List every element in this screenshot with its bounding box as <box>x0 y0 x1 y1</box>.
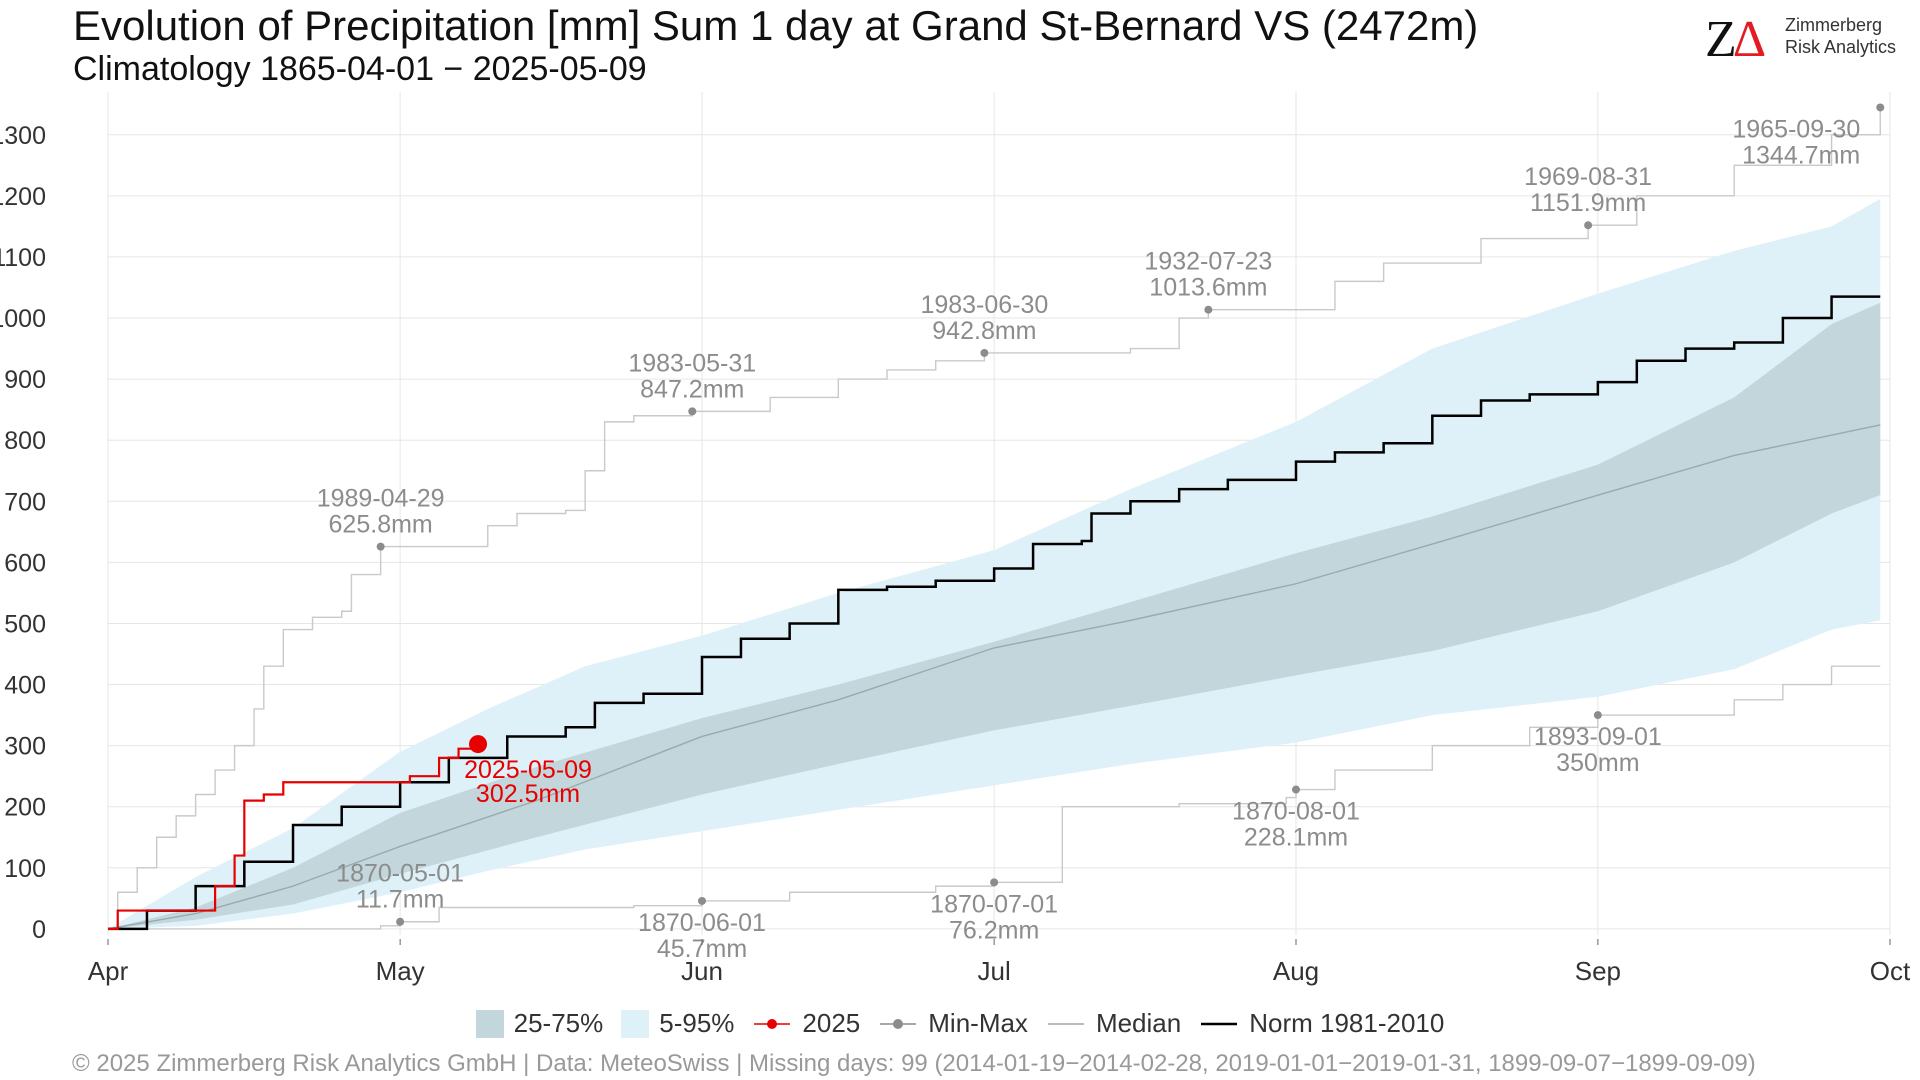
series-lines <box>107 107 1881 931</box>
annotation-value: 1151.9mm <box>1530 189 1646 217</box>
annotation-date: 1932-07-23 <box>1144 248 1272 276</box>
y-tick-label: 100 <box>4 855 46 883</box>
series-line-2025 <box>108 744 480 930</box>
annotation-date: 1969-08-31 <box>1524 163 1652 191</box>
x-tick-label: Aug <box>1273 956 1319 986</box>
logo-text: Zimmerberg Risk Analytics <box>1785 14 1896 58</box>
logo-mark: ZΔ <box>1705 11 1766 68</box>
legend-label: Norm 1981-2010 <box>1249 1008 1445 1038</box>
extreme-point <box>698 896 706 905</box>
y-tick-label: 900 <box>4 366 46 394</box>
extreme-point <box>980 348 989 357</box>
percentile-bands <box>108 198 1881 929</box>
extreme-point <box>376 542 385 551</box>
x-tick-label: Jul <box>978 956 1011 986</box>
band-5-95- <box>108 198 1881 929</box>
y-tick-label: 200 <box>4 794 46 822</box>
y-tick-label: 800 <box>4 427 46 455</box>
chart-subtitle: Climatology 1865-04-01 − 2025-05-09 <box>73 50 647 88</box>
annotation-date: 1989-04-29 <box>317 485 445 513</box>
legend-label: 25-75% <box>513 1008 604 1038</box>
x-tick-label: Oct <box>1870 956 1911 986</box>
axes: 0 100 200 300 400 500 600 700 800 900 1000 1100 1200… <box>0 122 1911 986</box>
legend-item: Median <box>1046 1008 1181 1039</box>
y-tick-label: 0 <box>32 916 46 944</box>
annotation-date: 2025-05-09 <box>464 756 592 784</box>
annotation-value: 847.2mm <box>640 375 744 403</box>
legend-swatch <box>880 1018 917 1029</box>
extreme-point <box>1876 103 1885 112</box>
extreme-point <box>1204 305 1213 314</box>
company-logo: ZΔ Zimmerberg Risk Analytics <box>1705 11 1905 68</box>
logo-line-2: Risk Analytics <box>1785 37 1897 57</box>
legend-swatch <box>754 1018 791 1029</box>
legend-label: Min-Max <box>928 1008 1028 1038</box>
logo-line-1: Zimmerberg <box>1785 15 1883 35</box>
legend-item: 5-95% <box>621 1008 734 1039</box>
annotation-date: 1870-06-01 <box>638 909 766 937</box>
x-tick-label: Apr <box>88 956 129 986</box>
series-line-max <box>108 107 1881 930</box>
annotation-value: 350mm <box>1556 749 1639 777</box>
x-tick-label: May <box>376 956 425 986</box>
extreme-point <box>396 917 405 926</box>
chart-title: Evolution of Precipitation [mm] Sum 1 da… <box>73 2 1479 49</box>
footer-credits: © 2025 Zimmerberg Risk Analytics GmbH | … <box>72 1050 1756 1077</box>
annotation-date: 1870-07-01 <box>930 890 1058 918</box>
legend-item: 2025 <box>752 1008 860 1039</box>
y-tick-label: 1300 <box>0 122 46 150</box>
y-tick-label: 1000 <box>0 305 46 333</box>
y-tick-label: 300 <box>4 733 46 761</box>
y-tick-label: 500 <box>4 610 46 638</box>
annotation-value: 942.8mm <box>932 317 1036 345</box>
annotation-date: 1983-06-30 <box>920 291 1048 319</box>
annotation-value: 1013.6mm <box>1149 274 1267 302</box>
annotation-value: 625.8mm <box>329 511 433 539</box>
annotation-date: 1893-09-01 <box>1534 723 1662 751</box>
extreme-point <box>688 407 697 416</box>
y-tick-label: 1200 <box>0 183 46 211</box>
legend-item: 25-75% <box>475 1008 604 1039</box>
current-value-point <box>469 735 488 754</box>
annotation-value: 228.1mm <box>1244 824 1348 852</box>
x-tick-label: Sep <box>1575 956 1621 986</box>
legend-label: 2025 <box>802 1008 861 1038</box>
series-line-median <box>107 424 1881 930</box>
y-tick-label: 1100 <box>0 244 46 272</box>
legend-label: Median <box>1095 1008 1182 1038</box>
legend-label: 5-95% <box>659 1008 735 1038</box>
x-tick-label: Jun <box>681 956 723 986</box>
annotation-value: 1344.7mm <box>1742 141 1860 169</box>
y-tick-label: 400 <box>4 672 46 700</box>
legend-item: Min-Max <box>878 1008 1028 1039</box>
extreme-point <box>990 878 999 887</box>
series-line-min <box>108 665 1881 930</box>
extreme-point <box>1584 221 1593 230</box>
legend-swatch <box>1047 1022 1084 1025</box>
annotation-value: 302.5mm <box>476 780 580 808</box>
annotation-date: 1965-09-30 <box>1732 115 1860 143</box>
y-tick-label: 600 <box>4 549 46 577</box>
extreme-point <box>1292 785 1300 794</box>
annotation-date: 1870-05-01 <box>336 860 464 888</box>
legend-swatch <box>621 1009 650 1038</box>
annotation-date: 1870-08-01 <box>1232 798 1360 826</box>
annotation-value: 11.7mm <box>356 886 444 914</box>
chart-legend: 25-75% 5-95% 2025 Min-Max Median Norm 1981-20… <box>0 1008 1920 1039</box>
legend-item: Norm 1981-2010 <box>1199 1008 1444 1039</box>
legend-swatch <box>475 1009 504 1038</box>
legend-swatch <box>1201 1022 1238 1025</box>
y-tick-label: 700 <box>4 488 46 516</box>
annotation-date: 1983-05-31 <box>628 349 756 377</box>
band-25-75- <box>108 302 1881 929</box>
extreme-point <box>1593 711 1602 720</box>
